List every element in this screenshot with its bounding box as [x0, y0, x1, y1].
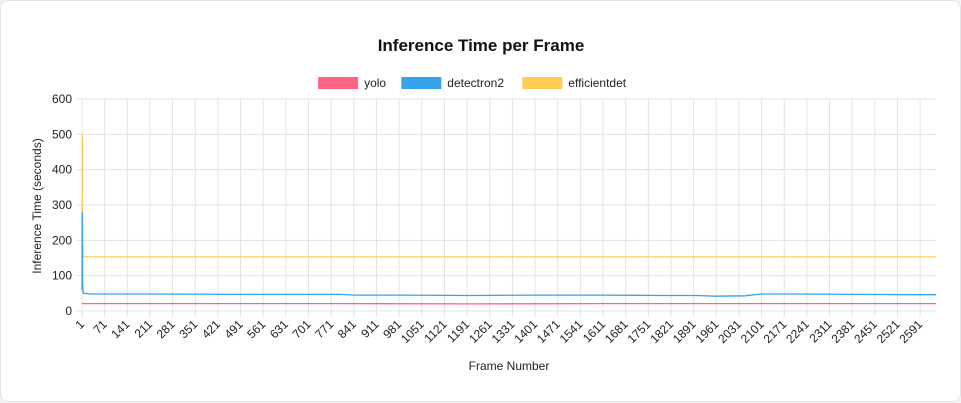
x-tick-label: 1821 — [647, 317, 676, 346]
series-line-yolo — [81, 302, 936, 305]
x-tick-label: 2381 — [829, 317, 858, 346]
x-tick-label: 71 — [90, 317, 110, 337]
x-tick-label: 1471 — [534, 317, 563, 346]
x-tick-label: 2101 — [738, 317, 767, 346]
y-axis-ticks: 0 100 200 300 400 500 600 — [52, 92, 72, 318]
x-tick-label: 211 — [132, 317, 156, 341]
legend-label-yolo[interactable]: yolo — [364, 76, 386, 90]
x-tick-label: 2521 — [874, 317, 903, 346]
x-tick-label: 1261 — [466, 317, 495, 346]
y-tick-label: 400 — [52, 163, 72, 177]
x-tick-label: 1541 — [557, 317, 586, 346]
x-tick-label: 1401 — [511, 317, 540, 346]
y-axis-label: Inference Time (seconds) — [30, 138, 44, 273]
x-tick-label: 2171 — [761, 317, 790, 346]
x-tick-label: 1051 — [398, 317, 427, 346]
x-tick-label: 1681 — [602, 317, 631, 346]
x-tick-label: 631 — [267, 317, 291, 341]
legend-swatch-efficientdet[interactable] — [522, 77, 563, 89]
series-line-efficientdet — [81, 133, 936, 258]
x-tick-label: 421 — [199, 317, 223, 341]
chart-title: Inference Time per Frame — [378, 36, 585, 55]
x-tick-label: 701 — [290, 317, 314, 341]
legend-swatch-detectron2[interactable] — [401, 77, 442, 89]
x-tick-label: 561 — [244, 317, 268, 341]
x-tick-label: 1 — [72, 317, 87, 332]
y-tick-label: 500 — [52, 127, 72, 141]
x-tick-label: 2311 — [807, 317, 835, 345]
x-tick-label: 841 — [335, 317, 359, 341]
x-tick-label: 1961 — [693, 317, 722, 346]
x-tick-label: 1191 — [444, 317, 472, 345]
legend-label-efficientdet[interactable]: efficientdet — [568, 76, 626, 90]
y-tick-label: 300 — [52, 198, 72, 212]
y-tick-label: 0 — [65, 304, 72, 318]
y-tick-label: 100 — [52, 269, 72, 283]
x-tick-label: 771 — [312, 317, 336, 341]
x-tick-label: 1751 — [625, 317, 654, 346]
x-axis-label: Frame Number — [469, 359, 550, 373]
legend-swatch-yolo[interactable] — [318, 77, 359, 89]
series-lines — [81, 133, 936, 305]
x-tick-label: 911 — [358, 317, 382, 341]
series-line-detectron2 — [81, 211, 936, 297]
x-tick-label: 1891 — [670, 317, 699, 346]
legend: yolo detectron2 efficientdet — [318, 76, 627, 90]
x-tick-label: 351 — [176, 317, 200, 341]
x-tick-label: 141 — [108, 317, 132, 341]
x-tick-label: 2591 — [896, 317, 925, 346]
grid-lines — [76, 98, 936, 317]
x-tick-label: 2241 — [783, 317, 812, 346]
x-tick-label: 2031 — [715, 317, 744, 346]
y-tick-label: 600 — [52, 92, 72, 106]
y-tick-label: 200 — [52, 233, 72, 247]
legend-label-detectron2[interactable]: detectron2 — [447, 76, 504, 90]
x-tick-label: 1121 — [421, 317, 449, 345]
x-tick-label: 491 — [222, 317, 246, 341]
x-tick-label: 2451 — [851, 317, 880, 346]
x-tick-label: 281 — [154, 317, 178, 341]
x-tick-label: 1331 — [489, 317, 518, 346]
x-tick-label: 1611 — [580, 317, 608, 345]
